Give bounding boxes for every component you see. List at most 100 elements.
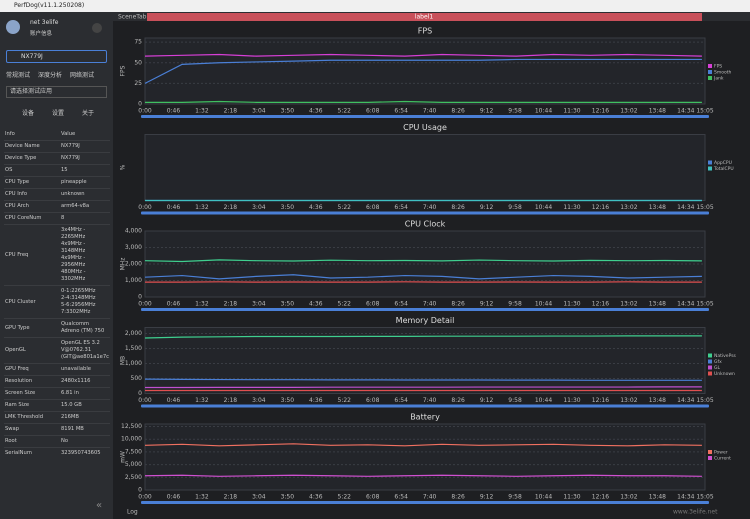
x-tick-label: 13:48 — [649, 301, 666, 308]
table-header: Info Value — [4, 129, 110, 141]
x-tick-label: 0:46 — [167, 108, 181, 115]
x-tick-label: 3:50 — [281, 494, 295, 501]
table-row: GPU Freq unavailable — [4, 363, 110, 376]
x-tick-label: 0:00 — [138, 494, 152, 501]
x-tick-label: 7:40 — [423, 397, 437, 404]
collapse-icon[interactable]: « — [96, 500, 103, 511]
x-tick-label: 6:54 — [394, 204, 408, 211]
x-tick-label: 6:54 — [394, 397, 408, 404]
x-tick-label: 2:18 — [224, 204, 238, 211]
y-tick-label: 1,500 — [125, 345, 142, 352]
table-cell: OpenGL ES 3.2 V@0762.31 (GIT@ae801a1e7c — [60, 340, 109, 360]
tab[interactable]: SceneTab — [118, 14, 147, 21]
x-tick-label: 9:58 — [508, 494, 522, 501]
table-row: CPU Freq 3x4MHz - 2265MHz 4x9MHz - 3148MH… — [4, 224, 110, 286]
x-tick-label: 4:36 — [309, 397, 323, 404]
settings-button[interactable] — [92, 23, 102, 33]
legend-swatch — [708, 353, 712, 358]
legend-label: AppCPU — [714, 160, 732, 166]
x-tick-label: 3:50 — [281, 204, 295, 211]
active-tab[interactable] — [147, 13, 702, 21]
table-cell: 8191 MB — [60, 426, 84, 432]
table-cell: 216MB — [60, 414, 79, 420]
plot-area — [144, 327, 706, 394]
info-tab[interactable]: 设置 — [52, 110, 65, 117]
x-tick-label: 8:26 — [451, 494, 465, 501]
x-tick-label: 0:46 — [167, 204, 181, 211]
x-tick-label: 3:50 — [281, 301, 295, 308]
charts: SceneTab label1 Log www.3elife.net FPS FP… — [113, 12, 750, 516]
x-tick-label: 8:26 — [451, 397, 465, 404]
x-tick-label: 14:34 — [677, 301, 694, 308]
x-tick-label: 6:54 — [394, 494, 408, 501]
tab[interactable]: label1 — [415, 14, 434, 21]
test-tab[interactable]: 深度分析 — [38, 72, 63, 79]
time-slider — [141, 115, 709, 118]
x-tick-label: 6:08 — [366, 494, 380, 501]
info-tab[interactable]: 关于 — [82, 110, 95, 117]
legend-swatch — [708, 450, 712, 454]
legend-swatch — [708, 166, 712, 171]
series-line — [145, 386, 702, 389]
table-cell: Resolution — [5, 378, 33, 384]
app-select[interactable]: 请选择测试应用 — [6, 86, 107, 98]
x-tick-label: 3:04 — [252, 494, 266, 501]
table-row: Ram Size 15.0 GB — [4, 399, 110, 412]
table-cell: CPU Info — [5, 191, 28, 197]
x-tick-label: 3:04 — [252, 397, 266, 404]
table-cell: NX779J — [60, 143, 80, 149]
test-tab[interactable]: 网络测试 — [70, 72, 95, 79]
x-tick-label: 0:00 — [138, 397, 152, 404]
x-tick-label: 6:08 — [366, 301, 380, 308]
x-tick-label: 7:40 — [423, 301, 437, 308]
table-cell: OS — [5, 167, 13, 173]
x-tick-label: 12:16 — [592, 397, 609, 404]
x-tick-label: 2:18 — [224, 301, 238, 308]
x-tick-label: 11:30 — [563, 494, 580, 501]
legend-label: GL — [714, 365, 720, 371]
log-toggle[interactable]: Log — [127, 509, 138, 516]
chart-title: CPU Clock — [405, 220, 446, 229]
table-cell: 2480x1116 — [60, 378, 91, 384]
y-tick-label: 1,000 — [125, 277, 142, 284]
x-tick-label: 4:36 — [309, 494, 323, 501]
x-tick-label: 9:12 — [480, 204, 494, 211]
y-tick-label: 0 — [138, 390, 142, 397]
x-tick-label: 14:34 — [677, 204, 694, 211]
x-tick-label: 0:46 — [167, 494, 181, 501]
chart-title: Battery — [410, 413, 440, 422]
account-info[interactable]: 账户信息 — [30, 31, 53, 37]
device-table: Info Value Device Name NX779J Device Type NX7… — [4, 129, 110, 459]
y-tick-label: 2,000 — [125, 261, 142, 268]
x-tick-label: 1:32 — [195, 108, 209, 115]
x-tick-label: 9:58 — [508, 204, 522, 211]
series-line — [145, 100, 702, 103]
y-axis-label: MHz — [120, 258, 127, 271]
series-line — [144, 474, 702, 477]
info-tab[interactable]: 设备 — [22, 110, 35, 117]
device-select[interactable]: NX779J — [6, 50, 107, 63]
x-tick-label: 14:34 — [677, 108, 694, 115]
x-tick-label: 15:05 — [696, 397, 713, 404]
x-tick-label: 10:44 — [535, 301, 552, 308]
x-tick-label: 9:58 — [508, 301, 522, 308]
x-tick-label: 9:12 — [480, 494, 494, 501]
table-cell: arm64-v8a — [60, 203, 90, 209]
x-tick-label: 5:22 — [338, 108, 352, 115]
series-line — [144, 335, 702, 339]
table-cell: No — [60, 438, 69, 444]
x-tick-label: 8:26 — [451, 108, 465, 115]
x-tick-label: 13:02 — [620, 301, 637, 308]
y-tick-label: 5,000 — [125, 461, 142, 468]
x-tick-label: 13:48 — [649, 108, 666, 115]
time-slider — [141, 501, 709, 504]
test-tab[interactable]: 常规测试 — [6, 72, 31, 79]
avatar — [6, 20, 20, 34]
legend-swatch — [708, 365, 712, 370]
table-cell: Root — [5, 438, 17, 444]
user-name[interactable]: net 3elife — [30, 19, 59, 26]
x-tick-label: 13:48 — [649, 397, 666, 404]
x-tick-label: 11:30 — [563, 204, 580, 211]
x-tick-label: 2:18 — [224, 494, 238, 501]
table-cell: GPU Freq — [5, 366, 29, 372]
